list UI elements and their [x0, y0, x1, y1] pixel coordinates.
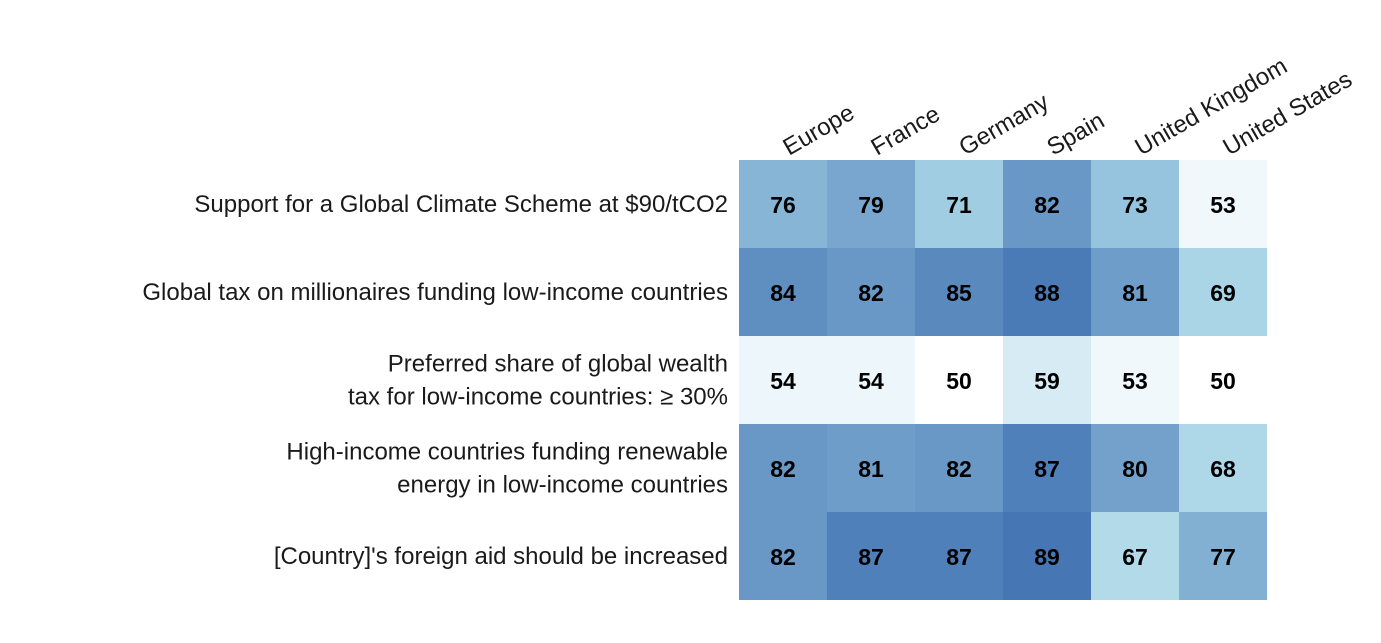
row-labels: Support for a Global Climate Scheme at $…	[142, 191, 728, 570]
row-label-line: [Country]'s foreign aid should be increa…	[274, 543, 728, 570]
cell-value-label: 77	[1210, 544, 1236, 570]
cell-value-label: 88	[1034, 280, 1060, 306]
cell-value-label: 87	[946, 544, 972, 570]
heatmap-values: 76 79 71 82 73 53 84 82 85 88 81 69 54 54 50 59 53 50 82 81…	[770, 192, 1236, 570]
heatmap-cell	[827, 160, 915, 248]
row-label: Preferred share of global wealth tax for …	[348, 351, 728, 411]
column-label: Europe	[779, 99, 860, 161]
heatmap-cell	[1003, 424, 1091, 512]
heatmap-cell	[739, 160, 827, 248]
heatmap-cell	[915, 248, 1003, 336]
heatmap-cell	[1003, 336, 1091, 424]
cell-value-label: 89	[1034, 544, 1060, 570]
heatmap-cell	[915, 424, 1003, 512]
row-label-line: Preferred share of global wealth	[388, 351, 728, 378]
cell-value-label: 82	[1034, 192, 1060, 218]
heatmap-cell	[827, 424, 915, 512]
cell-value-label: 82	[770, 456, 796, 482]
cell-value-label: 69	[1210, 280, 1236, 306]
cell-value-label: 82	[770, 544, 796, 570]
heatmap-cell	[1091, 424, 1179, 512]
cell-value-label: 79	[858, 192, 884, 218]
row-label: Global tax on millionaires funding low-i…	[142, 279, 728, 306]
column-label: United Kingdom	[1131, 52, 1292, 161]
heatmap-cell	[1091, 336, 1179, 424]
heatmap-cell	[1091, 248, 1179, 336]
cell-value-label: 80	[1122, 456, 1148, 482]
heatmap-cell	[827, 336, 915, 424]
cell-value-label: 67	[1122, 544, 1148, 570]
heatmap-cell	[1179, 424, 1267, 512]
cell-value-label: 76	[770, 192, 796, 218]
cell-value-label: 50	[946, 368, 972, 394]
row-label: Support for a Global Climate Scheme at $…	[194, 191, 728, 218]
heatmap-cell	[827, 512, 915, 600]
heatmap-cell	[1179, 336, 1267, 424]
cell-value-label: 54	[770, 368, 796, 394]
cell-value-label: 82	[858, 280, 884, 306]
cell-value-label: 54	[858, 368, 884, 394]
cell-value-label: 82	[946, 456, 972, 482]
cell-value-label: 50	[1210, 368, 1236, 394]
heatmap-cell	[1003, 512, 1091, 600]
heatmap-cell	[915, 512, 1003, 600]
heatmap-cell	[739, 248, 827, 336]
row-label-line: energy in low-income countries	[397, 472, 728, 499]
heatmap-cell	[1179, 248, 1267, 336]
heatmap-cells	[739, 160, 1267, 600]
row-label: [Country]'s foreign aid should be increa…	[274, 543, 728, 570]
cell-value-label: 87	[1034, 456, 1060, 482]
heatmap-cell	[1091, 512, 1179, 600]
heatmap-cell	[1003, 248, 1091, 336]
heatmap-cell	[1003, 160, 1091, 248]
column-label: France	[867, 100, 945, 161]
cell-value-label: 59	[1034, 368, 1060, 394]
cell-value-label: 53	[1122, 368, 1148, 394]
row-label-line: High-income countries funding renewable	[286, 439, 728, 466]
cell-value-label: 81	[1122, 280, 1148, 306]
cell-value-label: 71	[946, 192, 972, 218]
cell-value-label: 73	[1122, 192, 1148, 218]
heatmap-cell	[915, 160, 1003, 248]
heatmap-cell	[827, 248, 915, 336]
heatmap-cell	[739, 512, 827, 600]
column-label: Germany	[955, 88, 1054, 161]
row-label-line: tax for low-income countries: ≥ 30%	[348, 384, 728, 411]
heatmap-cell	[1179, 512, 1267, 600]
row-label: High-income countries funding renewable e…	[286, 439, 728, 499]
cell-value-label: 85	[946, 280, 972, 306]
cell-value-label: 87	[858, 544, 884, 570]
cell-value-label: 68	[1210, 456, 1236, 482]
heatmap-cell	[739, 336, 827, 424]
heatmap-cell	[739, 424, 827, 512]
column-label: Spain	[1043, 107, 1110, 161]
row-label-line: Support for a Global Climate Scheme at $…	[194, 191, 728, 218]
heatmap-cell	[915, 336, 1003, 424]
cell-value-label: 53	[1210, 192, 1236, 218]
row-label-line: Global tax on millionaires funding low-i…	[142, 279, 728, 306]
heatmap-cell	[1179, 160, 1267, 248]
cell-value-label: 81	[858, 456, 884, 482]
cell-value-label: 84	[770, 280, 796, 306]
heatmap-cell	[1091, 160, 1179, 248]
